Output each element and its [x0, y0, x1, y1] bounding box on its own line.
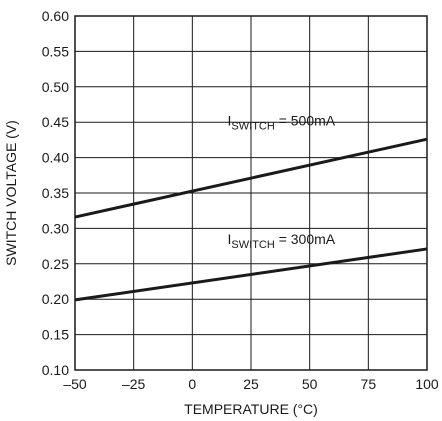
series-label-subscript: SWITCH	[231, 121, 274, 133]
x-tick-label: 50	[302, 376, 318, 392]
x-tick-label: –25	[122, 376, 146, 392]
y-tick-label: 0.45	[42, 114, 69, 130]
y-tick-label: 0.60	[42, 8, 69, 24]
y-tick-label: 0.50	[42, 79, 69, 95]
x-tick-label: 75	[361, 376, 377, 392]
series-label-subscript: SWITCH	[231, 239, 274, 251]
plot-frame	[74, 15, 428, 371]
y-tick-label: 0.40	[42, 150, 69, 166]
series-lines	[74, 137, 428, 302]
series-line-1	[74, 247, 428, 302]
x-tick-label: 100	[415, 376, 439, 392]
tick-labels: –50 –25 0 25 50 75 100 0.10 0.15 0.20 0.25 0.30 0.35…	[42, 8, 439, 392]
series-label-0: ISWITCH = 500mA	[228, 113, 336, 133]
series-label-rest: = 500mA	[275, 113, 336, 129]
series-label-main: I	[228, 231, 232, 247]
y-tick-label: 0.55	[42, 43, 69, 59]
y-tick-label: 0.25	[42, 256, 69, 272]
x-axis-title: TEMPERATURE (°C)	[184, 401, 318, 417]
y-tick-label: 0.35	[42, 185, 69, 201]
series-label-1: ISWITCH = 300mA	[228, 231, 336, 251]
x-tick-label: 0	[188, 376, 196, 392]
x-tick-label: –50	[63, 376, 87, 392]
series-line-0	[74, 137, 428, 219]
y-tick-label: 0.30	[42, 220, 69, 236]
y-tick-label: 0.15	[42, 327, 69, 343]
x-tick-label: 25	[243, 376, 259, 392]
y-tick-label: 0.10	[42, 362, 69, 378]
y-axis-title: SWITCH VOLTAGE (V)	[3, 120, 19, 266]
grid	[74, 15, 428, 371]
series-label-rest: = 300mA	[275, 231, 336, 247]
series-label-main: I	[228, 113, 232, 129]
y-tick-label: 0.20	[42, 291, 69, 307]
